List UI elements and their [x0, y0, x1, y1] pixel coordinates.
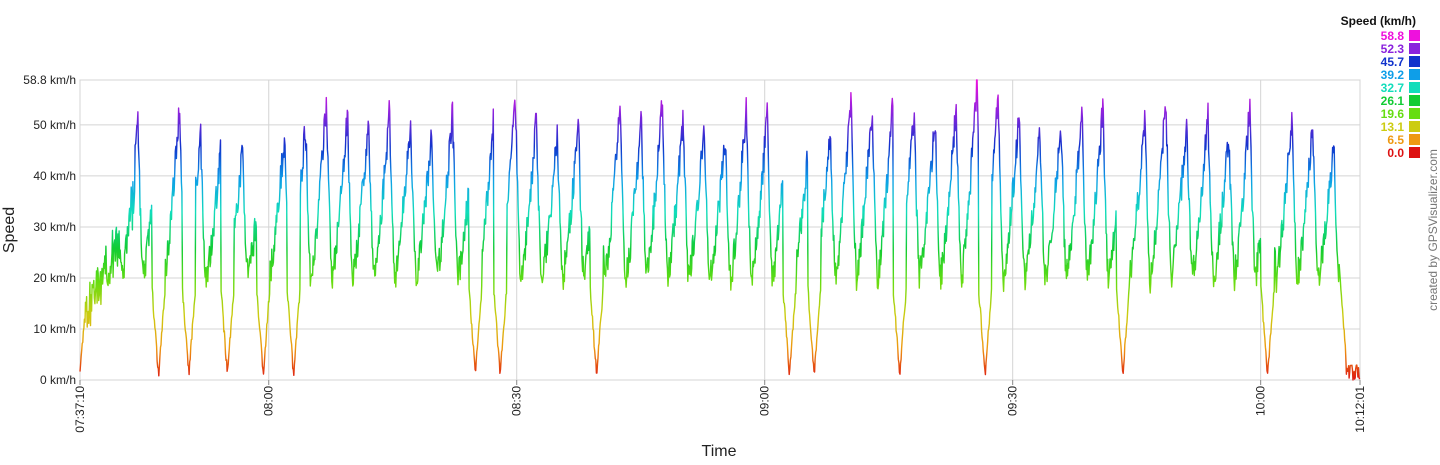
y-axis-ticks: 0 km/h 10 km/h 20 km/h 30 km/h 40 km/h 50 km/… [23, 73, 76, 387]
y-tick-label: 58.8 km/h [23, 73, 76, 87]
legend-title: Speed (km/h) [1341, 14, 1416, 28]
legend-swatch [1409, 134, 1420, 145]
x-tick-label: 08:00 [262, 386, 276, 416]
y-tick-label: 0 km/h [40, 373, 76, 387]
y-tick-label: 50 km/h [33, 118, 76, 132]
legend-label: 6.5 [1387, 133, 1404, 147]
legend-label: 26.1 [1381, 94, 1405, 108]
legend-swatch [1409, 56, 1420, 67]
x-tick-label: 10:12:01 [1353, 386, 1367, 433]
x-tick-label: 09:30 [1006, 386, 1020, 416]
x-tick-label: 10:00 [1254, 386, 1268, 416]
legend-swatch [1409, 147, 1420, 158]
legend-swatch [1409, 43, 1420, 54]
y-tick-label: 40 km/h [33, 169, 76, 183]
x-tick-label: 09:00 [758, 386, 772, 416]
chart-grid [79, 79, 1361, 385]
credit-text: created by GPSVisualizer.com [1426, 149, 1440, 311]
speed-legend: Speed (km/h) 58.852.345.739.232.726.119.… [1341, 14, 1420, 160]
legend-label: 19.6 [1381, 107, 1405, 121]
legend-swatch [1409, 108, 1420, 119]
x-axis-label: Time [702, 443, 737, 460]
legend-label: 58.8 [1381, 29, 1405, 43]
y-tick-label: 30 km/h [33, 220, 76, 234]
x-axis-ticks: 07:37:10 08:00 08:30 09:00 09:30 10:00 10:12:0… [73, 386, 1367, 433]
y-tick-label: 20 km/h [33, 271, 76, 285]
x-tick-label: 08:30 [510, 386, 524, 416]
x-tick-label: 07:37:10 [73, 386, 87, 433]
legend-swatch [1409, 82, 1420, 93]
y-axis-label: Speed [1, 207, 18, 253]
legend-swatch [1409, 30, 1420, 41]
legend-swatch [1409, 121, 1420, 132]
legend-label: 32.7 [1381, 81, 1405, 95]
legend-label: 13.1 [1381, 120, 1405, 134]
legend-label: 45.7 [1381, 55, 1405, 69]
legend-swatch [1409, 95, 1420, 106]
legend-label: 0.0 [1387, 146, 1404, 160]
legend-label: 52.3 [1381, 42, 1405, 56]
legend-swatch [1409, 69, 1420, 80]
legend-label: 39.2 [1381, 68, 1405, 82]
speed-series-line [79, 79, 1361, 381]
y-tick-label: 10 km/h [33, 322, 76, 336]
